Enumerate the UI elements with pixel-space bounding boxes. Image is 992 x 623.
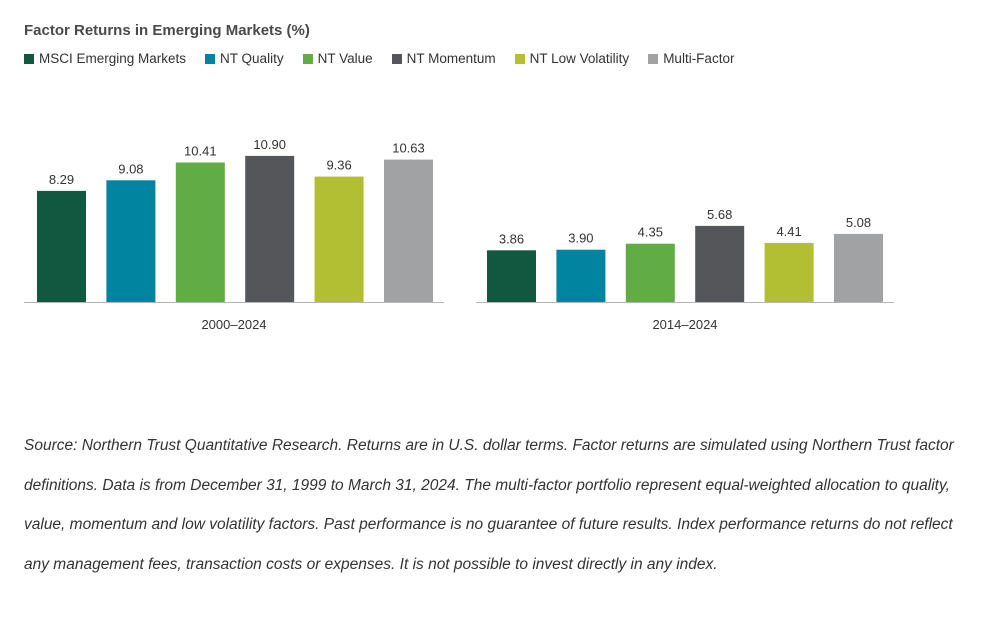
legend-swatch xyxy=(514,53,525,64)
bar-nt-momentum xyxy=(245,155,295,302)
bar-nt-quality xyxy=(106,180,156,302)
bar-value-label: 5.08 xyxy=(846,215,871,230)
source-note: Source: Northern Trust Quantitative Rese… xyxy=(24,437,954,573)
bar-chart-2: 3.86 3.90 4.35 5.68 4.41 5.08 2014–2024 xyxy=(476,207,894,332)
bar-value-label: 10.63 xyxy=(392,141,425,156)
legend-item-nt-momentum: NT Momentum xyxy=(391,51,496,66)
legend-item-nt-value: NT Value xyxy=(302,51,373,66)
bar-value-label: 9.36 xyxy=(326,158,351,173)
bar-value-label: 10.90 xyxy=(253,137,286,152)
bar-multi-factor xyxy=(384,159,433,302)
legend-swatch xyxy=(24,53,34,64)
x-axis-label: 2000–2024 xyxy=(201,317,266,332)
legend-swatch xyxy=(391,53,402,64)
bar-value-label: 3.86 xyxy=(499,231,524,246)
bar-value-label: 4.41 xyxy=(776,224,801,239)
legend-item-nt-low-volatility: NT Low Volatility xyxy=(514,51,630,66)
bar-value-label: 10.41 xyxy=(184,144,217,159)
bar-value-label: 9.08 xyxy=(118,161,143,176)
legend-label: NT Low Volatility xyxy=(529,51,630,66)
legend-label: NT Quality xyxy=(220,51,284,66)
bar-value-label: 4.35 xyxy=(638,225,663,240)
bar-nt-value xyxy=(625,243,675,302)
bar-multi-factor xyxy=(834,233,883,302)
legend-swatch xyxy=(302,53,313,64)
chart-legend: MSCI Emerging Markets NT Quality NT Valu… xyxy=(24,51,753,66)
bar-nt-low-volatility xyxy=(314,176,364,302)
bar-nt-momentum xyxy=(695,225,745,302)
bar-value-label: 8.29 xyxy=(49,172,74,187)
x-axis-label: 2014–2024 xyxy=(652,317,717,332)
legend-label: MSCI Emerging Markets xyxy=(39,51,187,66)
legend-swatch xyxy=(648,53,659,64)
bar-charts: 8.29 9.08 10.41 10.90 9.36 10.63 2000–2024 3.86… xyxy=(24,137,894,332)
legend-item-msci-emerging-markets: MSCI Emerging Markets xyxy=(24,51,186,66)
bar-nt-quality xyxy=(556,249,606,302)
legend-label: NT Momentum xyxy=(406,51,496,66)
legend-item-multi-factor: Multi-Factor xyxy=(648,51,734,66)
bar-nt-value xyxy=(175,162,225,302)
bar-value-label: 3.90 xyxy=(568,231,593,246)
legend-label: Multi-Factor xyxy=(663,51,735,66)
bar-msci-emerging-markets xyxy=(487,250,536,302)
chart-title: Factor Returns in Emerging Markets (%) xyxy=(24,22,310,39)
legend-item-nt-quality: NT Quality xyxy=(205,51,284,66)
legend-swatch xyxy=(205,53,216,64)
bar-msci-emerging-markets xyxy=(37,190,86,302)
bar-chart-1: 8.29 9.08 10.41 10.90 9.36 10.63 2000–2024 xyxy=(24,137,444,332)
bar-nt-low-volatility xyxy=(764,242,814,302)
legend-label: NT Value xyxy=(317,51,373,66)
bar-value-label: 5.68 xyxy=(707,207,732,222)
